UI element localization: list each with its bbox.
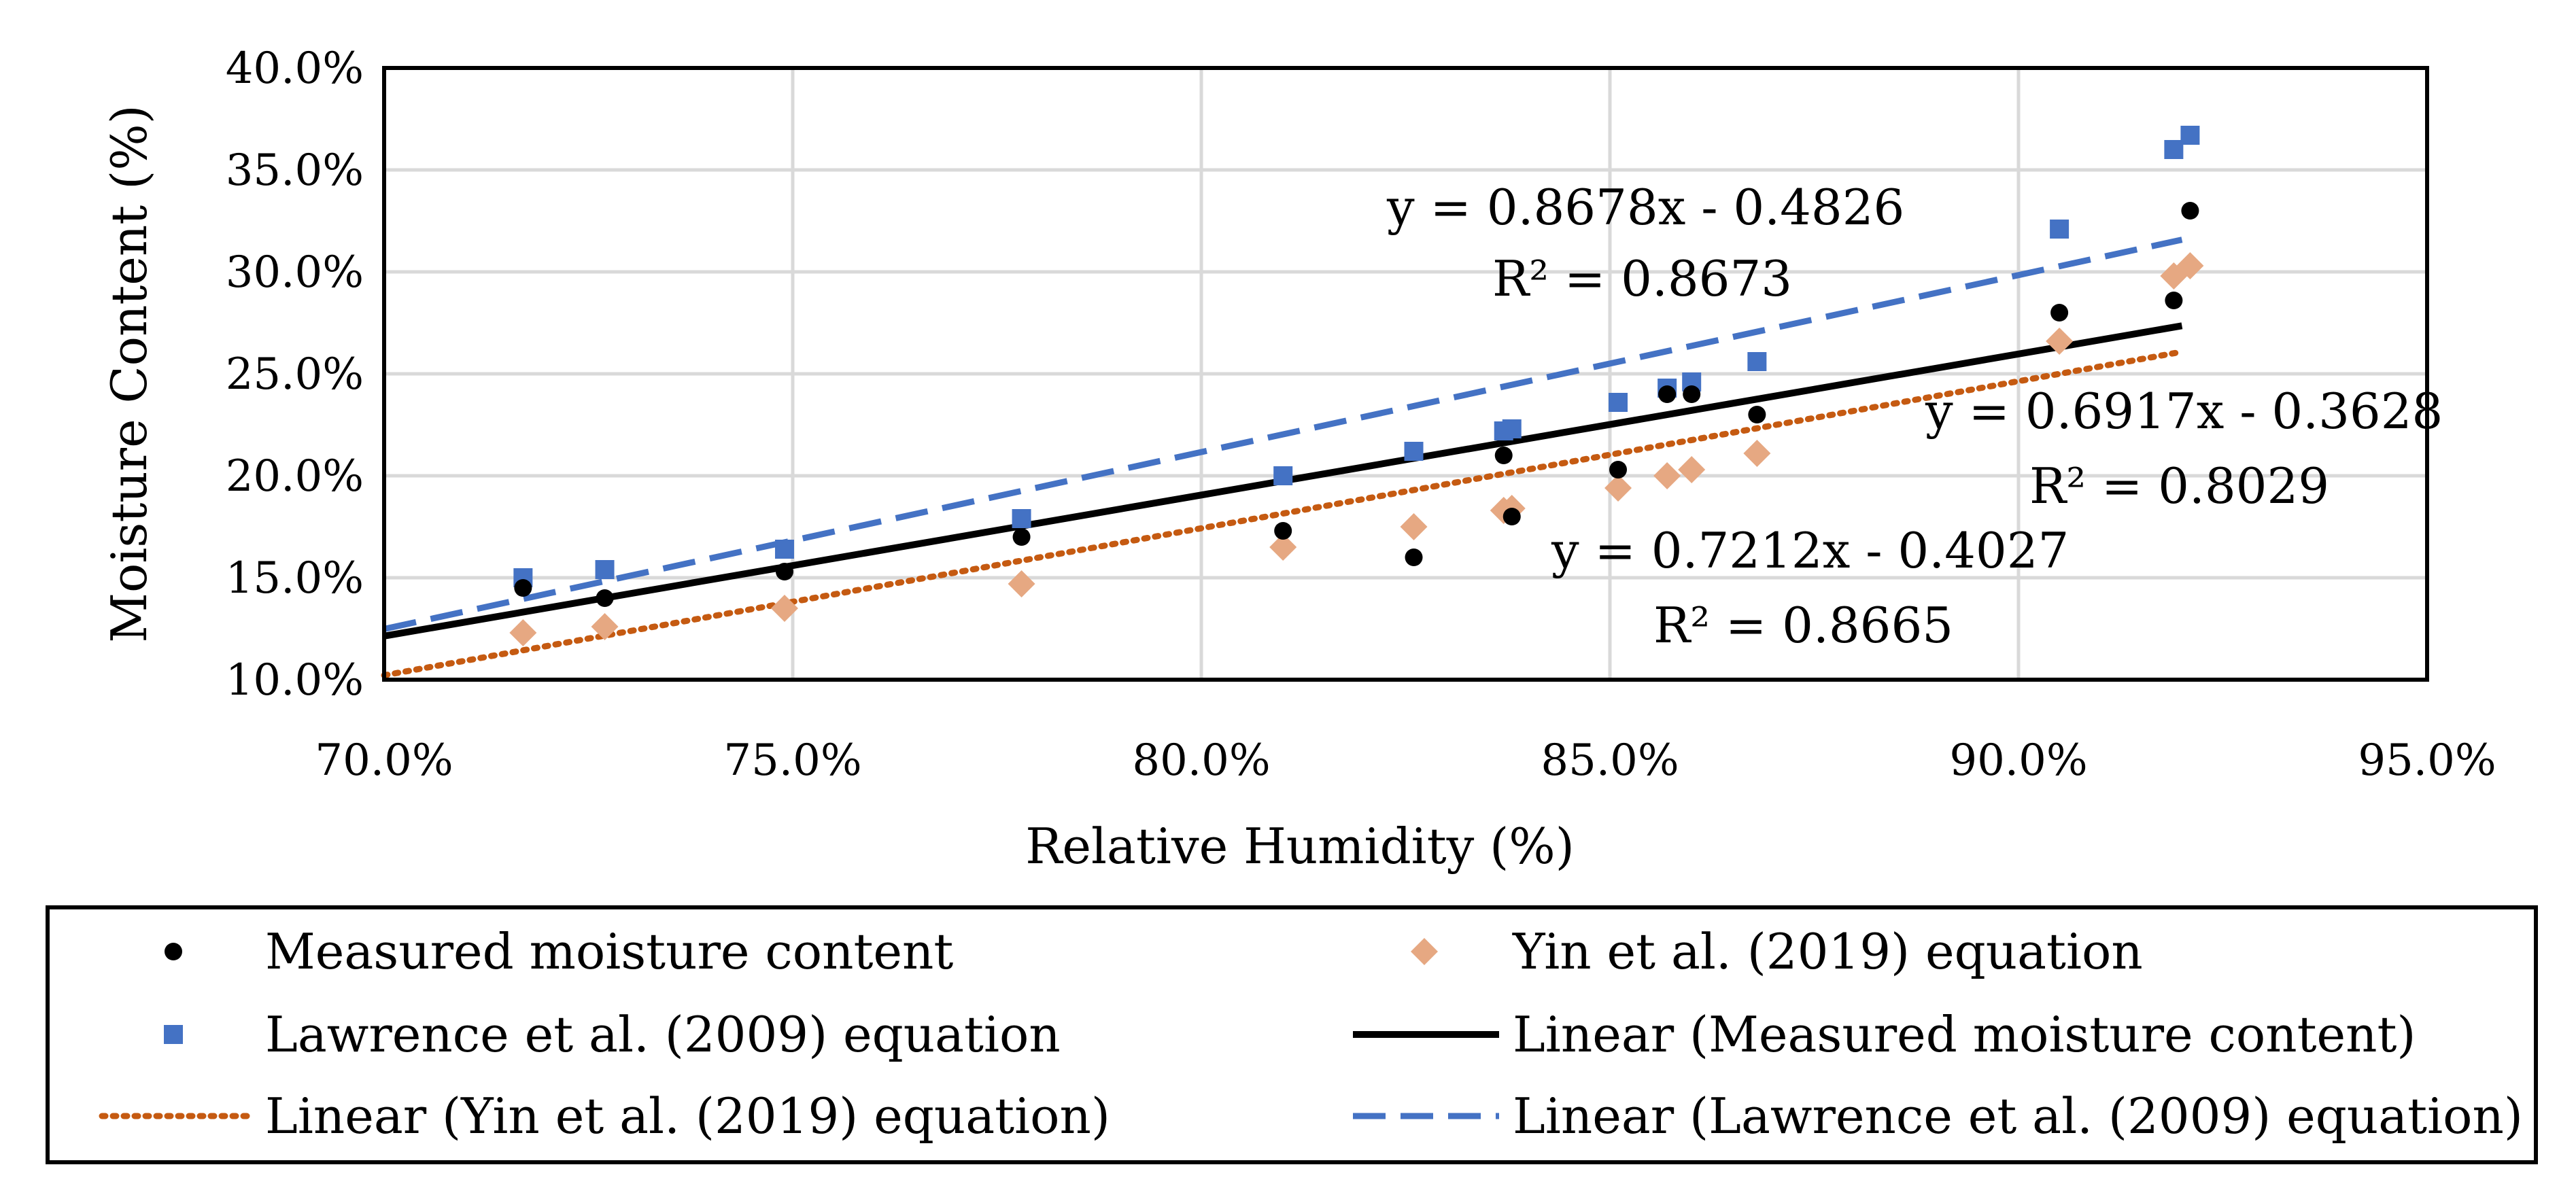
legend-item-linear-yin-et-al-2019-equation: Linear (Yin et al. (2019) equation) (99, 1087, 1110, 1145)
point-diamond-yin-et-al-2019-equation (1653, 462, 1681, 489)
data-points (509, 126, 2204, 646)
tick-labels: 70.0% 75.0% 80.0% 85.0% 90.0% 95.0% 10.0% 15.0%… (226, 43, 2496, 786)
legend-marker-circle (165, 943, 182, 960)
legend-label: Linear (Lawrence et al. (2009) equation) (1513, 1087, 2523, 1145)
point-circle-measured-moisture-content (1748, 406, 1766, 423)
point-circle-measured-moisture-content (1658, 385, 1677, 403)
point-square-lawrence-et-al-2009-equation (1747, 352, 1767, 371)
point-diamond-yin-et-al-2019-equation (1008, 570, 1035, 597)
y-tick-label: 15.0% (226, 553, 364, 604)
point-square-lawrence-et-al-2009-equation (2164, 140, 2184, 159)
point-circle-measured-moisture-content (1012, 528, 1031, 546)
point-circle-measured-moisture-content (1405, 549, 1423, 566)
point-diamond-yin-et-al-2019-equation (1269, 534, 1297, 561)
legend: Measured moisture content Yin et al. (201… (46, 905, 2538, 1164)
point-diamond-yin-et-al-2019-equation (591, 613, 619, 640)
point-circle-measured-moisture-content (596, 589, 614, 607)
point-diamond-yin-et-al-2019-equation (2176, 252, 2204, 279)
point-circle-measured-moisture-content (1494, 447, 1513, 464)
legend-item-lawrence-et-al-2009-equation: Lawrence et al. (2009) equation (164, 1006, 1061, 1063)
grid (382, 66, 2429, 682)
legend-label: Yin et al. (2019) equation (1512, 923, 2143, 980)
legend-item-yin-et-al-2019-equation: Yin et al. (2019) equation (1411, 923, 2143, 980)
x-tick-label: 80.0% (1132, 735, 1270, 786)
point-circle-measured-moisture-content (1274, 522, 1292, 540)
point-square-lawrence-et-al-2009-equation (1273, 466, 1293, 485)
point-circle-measured-moisture-content (2181, 202, 2199, 220)
legend-label: Linear (Yin et al. (2019) equation) (265, 1087, 1110, 1145)
point-square-lawrence-et-al-2009-equation (1502, 419, 1522, 438)
legend-marker-diamond (1411, 938, 1438, 965)
trendline-annotations: y = 0.8678x - 0.4826 R² = 0.8673 y = 0.6… (1386, 179, 2443, 654)
point-circle-measured-moisture-content (1609, 461, 1628, 478)
legend-item-measured-moisture-content: Measured moisture content (165, 923, 953, 980)
point-diamond-yin-et-al-2019-equation (1743, 440, 1771, 467)
point-square-lawrence-et-al-2009-equation (1609, 393, 1628, 412)
y-tick-label: 35.0% (226, 145, 364, 196)
point-square-lawrence-et-al-2009-equation (2180, 126, 2200, 145)
trendline-linear-lawrence-et-al-2009-equation (383, 237, 2183, 632)
point-square-lawrence-et-al-2009-equation (2050, 220, 2070, 239)
point-circle-measured-moisture-content (775, 563, 793, 580)
legend-label: Linear (Measured moisture content) (1513, 1006, 2416, 1063)
point-circle-measured-moisture-content (2050, 304, 2069, 321)
point-diamond-yin-et-al-2019-equation (1678, 456, 1706, 483)
legend-item-linear-lawrence-et-al-2009-equation: Linear (Lawrence et al. (2009) equation) (1353, 1087, 2523, 1145)
point-diamond-yin-et-al-2019-equation (770, 595, 798, 622)
legend-label: Measured moisture content (265, 923, 953, 980)
legend-item-linear-measured-moisture-content: Linear (Measured moisture content) (1353, 1006, 2416, 1063)
y-tick-label: 10.0% (226, 655, 364, 706)
point-diamond-yin-et-al-2019-equation (509, 619, 537, 646)
point-diamond-yin-et-al-2019-equation (2046, 328, 2074, 355)
point-square-lawrence-et-al-2009-equation (595, 560, 615, 579)
x-axis-title: Relative Humidity (%) (1025, 818, 1575, 875)
point-circle-measured-moisture-content (1502, 508, 1521, 525)
y-tick-label: 25.0% (226, 349, 364, 400)
x-tick-label: 75.0% (723, 735, 861, 786)
point-circle-measured-moisture-content (514, 579, 532, 597)
x-tick-label: 70.0% (315, 735, 453, 786)
point-circle-measured-moisture-content (2165, 292, 2183, 309)
y-axis-title: Moisture Content (%) (101, 105, 158, 642)
annotation-measured-r2: R² = 0.8029 (2029, 457, 2329, 515)
point-square-lawrence-et-al-2009-equation (1404, 442, 1424, 461)
y-tick-label: 20.0% (226, 451, 364, 502)
trendline-linear-yin-et-al-2019-equation (381, 349, 2185, 679)
x-tick-label: 85.0% (1541, 735, 1679, 786)
legend-box (46, 905, 2538, 1164)
y-tick-label: 40.0% (226, 43, 364, 94)
point-square-lawrence-et-al-2009-equation (1012, 509, 1031, 528)
y-tick-label: 30.0% (226, 247, 364, 298)
annotation-measured-equation: y = 0.6917x - 0.3628 (1925, 383, 2443, 440)
point-circle-measured-moisture-content (1683, 385, 1701, 403)
point-diamond-yin-et-al-2019-equation (1400, 513, 1428, 540)
annotation-yin-equation: y = 0.7212x - 0.4027 (1551, 522, 2069, 579)
x-tick-label: 90.0% (1949, 735, 2087, 786)
point-square-lawrence-et-al-2009-equation (774, 540, 794, 559)
legend-marker-square (164, 1025, 183, 1044)
legend-label: Lawrence et al. (2009) equation (265, 1006, 1061, 1063)
annotation-yin-r2: R² = 0.8665 (1653, 597, 1953, 654)
annotation-lawrence-r2: R² = 0.8673 (1492, 250, 1792, 307)
annotation-lawrence-equation: y = 0.8678x - 0.4826 (1386, 179, 1904, 236)
plot-area (382, 66, 2429, 682)
point-diamond-yin-et-al-2019-equation (1604, 474, 1632, 502)
x-tick-label: 95.0% (2358, 735, 2496, 786)
